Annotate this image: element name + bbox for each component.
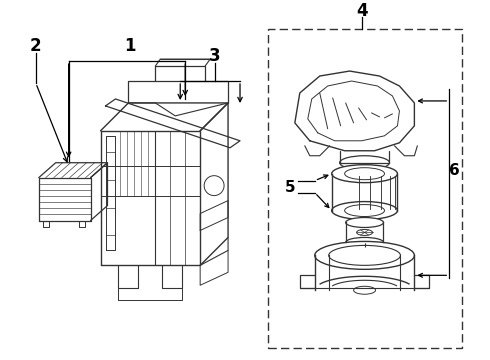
Text: 5: 5: [285, 180, 295, 195]
Ellipse shape: [344, 204, 385, 216]
Bar: [268, 29, 462, 348]
Ellipse shape: [329, 246, 400, 265]
Ellipse shape: [315, 242, 415, 269]
Text: 3: 3: [209, 47, 221, 65]
Text: 2: 2: [30, 37, 42, 55]
Ellipse shape: [340, 156, 390, 170]
Ellipse shape: [354, 286, 375, 294]
Ellipse shape: [332, 202, 397, 220]
Ellipse shape: [332, 165, 397, 183]
Ellipse shape: [345, 238, 384, 247]
Ellipse shape: [345, 217, 384, 228]
Text: 6: 6: [449, 163, 460, 178]
Ellipse shape: [344, 168, 385, 180]
Ellipse shape: [357, 229, 372, 235]
Text: 4: 4: [356, 2, 368, 20]
Text: 1: 1: [124, 37, 136, 55]
